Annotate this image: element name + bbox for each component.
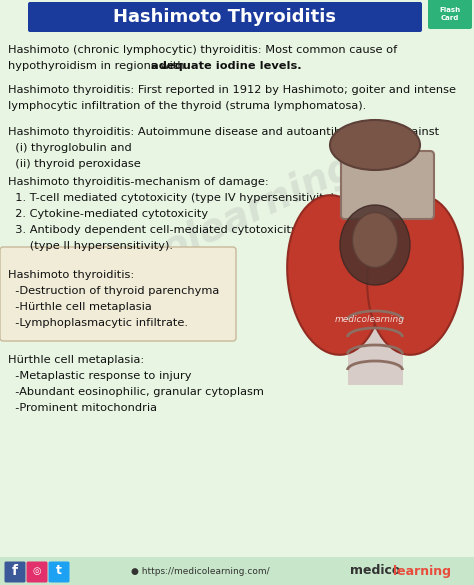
Text: t: t — [56, 565, 62, 577]
Text: ◎: ◎ — [33, 566, 41, 576]
Text: Hashimoto (chronic lymphocytic) thyroiditis: Most common cause of: Hashimoto (chronic lymphocytic) thyroidi… — [8, 45, 397, 55]
Text: f: f — [12, 564, 18, 578]
Text: Hashimoto thyroiditis-mechanism of damage:: Hashimoto thyroiditis-mechanism of damag… — [8, 177, 269, 187]
Text: 1. T-cell mediated cytotoxicity (type IV hypersensitivity): 1. T-cell mediated cytotoxicity (type IV… — [8, 193, 335, 203]
Text: hypothyroidism in regions with: hypothyroidism in regions with — [8, 61, 188, 71]
Text: lymphocytic infiltration of the thyroid (struma lymphomatosa).: lymphocytic infiltration of the thyroid … — [8, 101, 366, 111]
FancyBboxPatch shape — [428, 0, 472, 29]
Text: Hürthle cell metaplasia:: Hürthle cell metaplasia: — [8, 355, 144, 365]
FancyBboxPatch shape — [341, 151, 434, 219]
Text: Hashimoto thyroiditis: Autoimmune disease and autoantibodies are against: Hashimoto thyroiditis: Autoimmune diseas… — [8, 127, 439, 137]
Ellipse shape — [340, 205, 410, 285]
FancyBboxPatch shape — [340, 245, 435, 305]
Text: Flash
Card: Flash Card — [439, 8, 461, 20]
Text: -Metaplastic response to injury: -Metaplastic response to injury — [8, 371, 191, 381]
Text: medicolearning: medicolearning — [38, 146, 362, 324]
Text: Hashimoto thyroiditis: First reported in 1912 by Hashimoto; goiter and intense: Hashimoto thyroiditis: First reported in… — [8, 85, 456, 95]
Text: medicolearning: medicolearning — [335, 315, 405, 325]
Ellipse shape — [353, 212, 398, 267]
Bar — [0, 557, 474, 585]
Ellipse shape — [330, 120, 420, 170]
Ellipse shape — [367, 195, 463, 355]
Text: adequate iodine levels.: adequate iodine levels. — [151, 61, 302, 71]
FancyBboxPatch shape — [0, 247, 236, 341]
Text: -Destruction of thyroid parenchyma: -Destruction of thyroid parenchyma — [8, 286, 219, 296]
Text: 3. Antibody dependent cell-mediated cytotoxicity: 3. Antibody dependent cell-mediated cyto… — [8, 225, 298, 235]
FancyBboxPatch shape — [27, 562, 47, 583]
Text: -Lymphoplasmacytic infiltrate.: -Lymphoplasmacytic infiltrate. — [8, 318, 188, 328]
Text: ● https://medicolearning.com/: ● https://medicolearning.com/ — [131, 566, 269, 576]
FancyBboxPatch shape — [348, 310, 403, 385]
Text: 2. Cytokine-mediated cytotoxicity: 2. Cytokine-mediated cytotoxicity — [8, 209, 208, 219]
Text: -Hürthle cell metaplasia: -Hürthle cell metaplasia — [8, 302, 152, 312]
Text: (i) thyroglobulin and: (i) thyroglobulin and — [8, 143, 132, 153]
FancyBboxPatch shape — [28, 2, 422, 32]
Text: (type II hypersensitivity).: (type II hypersensitivity). — [8, 241, 173, 251]
Ellipse shape — [287, 195, 383, 355]
FancyBboxPatch shape — [48, 562, 70, 583]
Text: -Abundant eosinophilic, granular cytoplasm: -Abundant eosinophilic, granular cytopla… — [8, 387, 264, 397]
Text: -Prominent mitochondria: -Prominent mitochondria — [8, 403, 157, 413]
Text: learning: learning — [393, 565, 451, 577]
Text: medico: medico — [350, 565, 401, 577]
FancyBboxPatch shape — [4, 562, 26, 583]
Text: (ii) thyroid peroxidase: (ii) thyroid peroxidase — [8, 159, 141, 169]
Text: Hashimoto thyroiditis:: Hashimoto thyroiditis: — [8, 270, 134, 280]
Text: Hashimoto Thyroiditis: Hashimoto Thyroiditis — [113, 8, 337, 26]
